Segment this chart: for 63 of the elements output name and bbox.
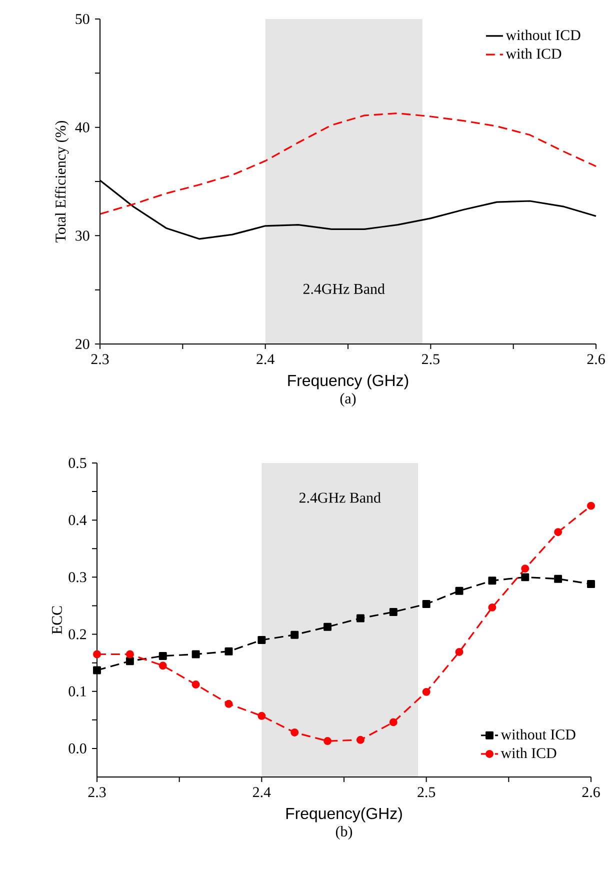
x-axis-title: Frequency (GHz) <box>288 374 408 390</box>
point <box>324 737 332 746</box>
point <box>324 622 332 631</box>
point <box>158 662 167 670</box>
point <box>224 647 233 656</box>
y-tick-label: 0.5 <box>68 458 86 468</box>
x-axis-title: Frequency(GHz) <box>286 807 402 822</box>
point <box>192 680 200 688</box>
x-tick-label: 2.3 <box>88 787 106 798</box>
y-tick-label: 50 <box>76 14 90 24</box>
legend-label: without ICD <box>500 729 576 740</box>
band-label: 2.4GHz Band <box>303 283 385 294</box>
y-tick-label: 30 <box>76 230 90 241</box>
point <box>488 603 496 612</box>
y-tick-label: 40 <box>75 122 90 132</box>
point <box>258 636 266 644</box>
x-tick-label: 2.5 <box>418 787 436 798</box>
point <box>158 652 167 660</box>
point <box>93 666 101 674</box>
y-tick-label: 0.0 <box>68 743 86 754</box>
point <box>422 600 430 608</box>
point <box>389 608 398 616</box>
legend-label: with ICD <box>506 48 562 59</box>
point <box>554 528 562 536</box>
point <box>290 728 299 736</box>
y-axis-title: ECC <box>52 606 62 634</box>
point <box>356 614 364 622</box>
y-axis-title: Total Efficiency (%) <box>54 120 69 242</box>
x-tick-label: 2.6 <box>582 787 600 798</box>
point <box>290 630 299 639</box>
text: (a) <box>340 393 356 407</box>
legend-label: with ICD <box>500 748 556 758</box>
x-tick-label: 2.3 <box>91 354 109 364</box>
point <box>192 650 200 658</box>
y-tick-label: 0.2 <box>68 629 86 640</box>
point <box>389 718 398 726</box>
point <box>455 648 464 656</box>
point <box>258 712 266 720</box>
x-tick-label: 2.4 <box>256 354 274 364</box>
point <box>521 564 530 573</box>
y-tick-label: 0.4 <box>68 515 87 526</box>
y-tick-label: 0.3 <box>68 572 86 582</box>
point <box>126 650 134 658</box>
point <box>422 688 430 696</box>
point <box>521 573 530 582</box>
point <box>356 736 364 744</box>
point <box>587 580 595 588</box>
x-tick-label: 2.5 <box>422 354 440 364</box>
x-tick-label: 2.6 <box>587 354 605 364</box>
point <box>93 650 101 658</box>
legend-label: without ICD <box>506 30 580 40</box>
point <box>587 502 595 510</box>
point <box>126 657 134 666</box>
point <box>224 700 233 708</box>
point <box>554 574 562 583</box>
text: (b) <box>336 826 352 840</box>
point <box>488 576 496 585</box>
point <box>455 586 464 595</box>
y-tick-label: 20 <box>76 338 90 350</box>
line-series <box>99 112 597 215</box>
x-tick-label: 2.4 <box>252 787 271 798</box>
y-tick-label: 0.1 <box>68 686 86 696</box>
band-label: 2.4GHz Band <box>299 492 381 503</box>
